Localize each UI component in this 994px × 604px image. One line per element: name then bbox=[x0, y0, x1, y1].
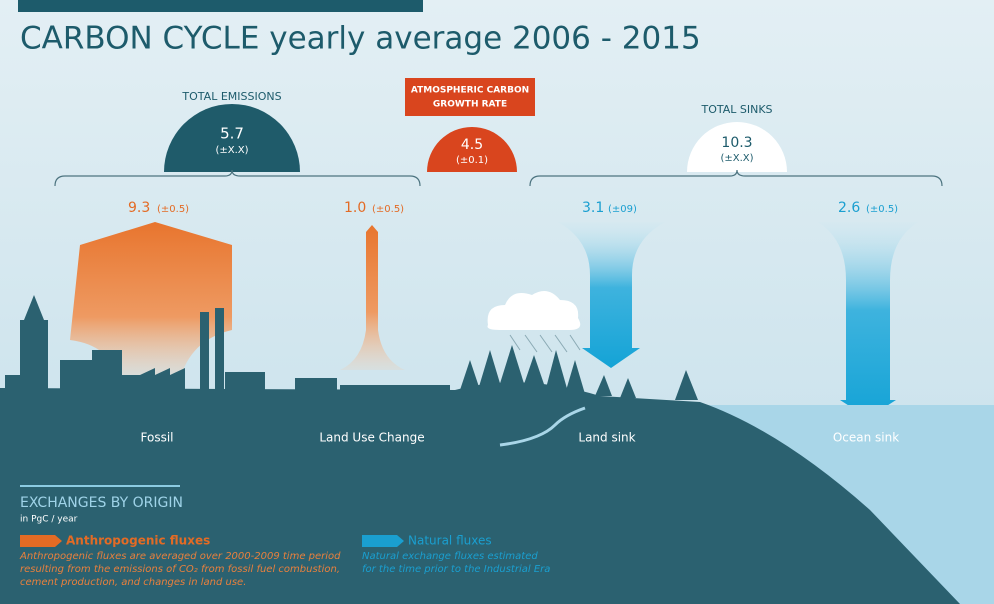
infographic: CARBON CYCLE yearly average 2006 - 2015 … bbox=[0, 0, 994, 604]
atmos-label: ATMOSPHERIC CARBON bbox=[411, 86, 529, 96]
top-bar bbox=[18, 0, 423, 12]
emissions-uncertainty: (±X.X) bbox=[215, 145, 248, 156]
legend-unit: in PgC / year bbox=[20, 515, 78, 525]
flux-name: Land sink bbox=[578, 431, 635, 445]
atmos-label-box bbox=[405, 78, 535, 116]
flux-name: Fossil bbox=[141, 431, 174, 445]
legend-title: EXCHANGES BY ORIGIN bbox=[20, 495, 183, 511]
flux-uncertainty: (±0.5) bbox=[866, 204, 898, 215]
legend-arrow bbox=[20, 535, 62, 547]
sinks-uncertainty: (±X.X) bbox=[720, 153, 753, 164]
atmos-label: GROWTH RATE bbox=[433, 100, 507, 110]
title: CARBON CYCLE yearly average 2006 - 2015 bbox=[20, 21, 701, 57]
legend-arrow bbox=[362, 535, 404, 547]
flux-value: 3.1 bbox=[582, 200, 604, 216]
flux-uncertainty: (±0.5) bbox=[372, 204, 404, 215]
legend-item: Anthropogenic fluxes bbox=[66, 534, 210, 548]
emissions-label: TOTAL EMISSIONS bbox=[181, 90, 281, 103]
sinks-value: 10.3 bbox=[721, 135, 752, 151]
flux-uncertainty: (±09) bbox=[608, 204, 637, 215]
flux-value: 2.6 bbox=[838, 200, 860, 216]
flux-value: 9.3 bbox=[128, 200, 150, 216]
legend-description: cement production, and changes in land u… bbox=[20, 577, 246, 588]
flux-name: Land Use Change bbox=[319, 431, 424, 445]
atmos-uncertainty: (±0.1) bbox=[456, 155, 488, 166]
emissions-value: 5.7 bbox=[220, 125, 244, 143]
flux-value: 1.0 bbox=[344, 200, 366, 216]
sinks-label: TOTAL SINKS bbox=[700, 103, 772, 116]
legend-description: resulting from the emissions of CO₂ from… bbox=[20, 564, 340, 575]
legend-item: Natural fluxes bbox=[408, 534, 492, 548]
atmos-value: 4.5 bbox=[461, 137, 483, 153]
flux-uncertainty: (±0.5) bbox=[157, 204, 189, 215]
legend-description: Anthropogenic fluxes are averaged over 2… bbox=[19, 551, 341, 562]
flux-name: Ocean sink bbox=[833, 431, 899, 445]
legend-description: Natural exchange fluxes estimated bbox=[362, 551, 538, 562]
legend-description: for the time prior to the Industrial Era bbox=[362, 564, 550, 575]
